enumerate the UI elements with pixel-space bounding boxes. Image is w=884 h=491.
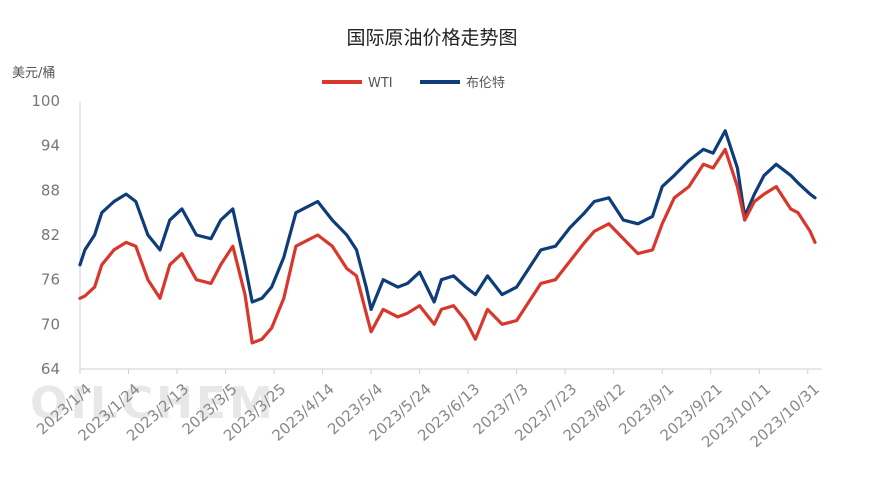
legend-label-brent: 布伦特 [466, 76, 505, 91]
y-ticks: 64 70 76 82 88 94 100 [31, 92, 60, 378]
y-tick-label: 100 [31, 92, 60, 110]
series-layer [78, 129, 817, 345]
chart-title: 国际原油价格走势图 [346, 27, 517, 49]
series-line-brent [78, 129, 817, 311]
y-tick-label: 88 [41, 181, 60, 199]
series-line-wti [78, 147, 817, 345]
y-tick-label: 64 [41, 360, 60, 378]
legend: WTI 布伦特 [322, 76, 505, 91]
y-tick-label: 94 [41, 137, 60, 155]
y-tick-label: 70 [41, 315, 60, 333]
y-axis-unit-label: 美元/桶 [12, 66, 55, 81]
legend-label-wti: WTI [368, 76, 393, 91]
y-tick-label: 82 [41, 226, 60, 244]
watermark: OILCHEM [30, 378, 276, 429]
y-tick-label: 76 [41, 271, 60, 289]
